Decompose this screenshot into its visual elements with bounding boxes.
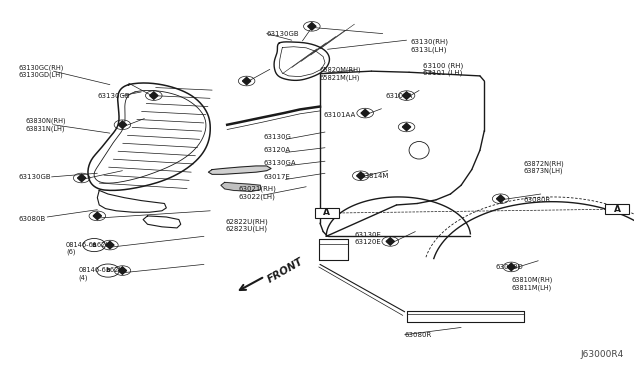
Text: 63101AA: 63101AA	[323, 112, 355, 118]
Text: 63814M: 63814M	[361, 173, 389, 179]
Text: 63130GB: 63130GB	[97, 93, 130, 99]
Bar	[605, 204, 629, 214]
Text: 63130GB: 63130GB	[19, 174, 52, 180]
Text: 62822U(RH)
62823U(LH): 62822U(RH) 62823U(LH)	[226, 218, 269, 232]
Text: 63130GB: 63130GB	[267, 31, 300, 36]
Text: B: B	[92, 243, 97, 247]
Polygon shape	[118, 267, 127, 274]
Text: 63100 (RH)
63101 (LH): 63100 (RH) 63101 (LH)	[424, 62, 464, 76]
Polygon shape	[356, 172, 365, 180]
Text: 63130(RH)
6313L(LH): 63130(RH) 6313L(LH)	[411, 39, 449, 53]
Text: 63130GC(RH)
63130GD(LH): 63130GC(RH) 63130GD(LH)	[19, 64, 64, 78]
Text: 63080B: 63080B	[19, 216, 46, 222]
Text: 63130E
63120E: 63130E 63120E	[355, 232, 381, 246]
Polygon shape	[308, 23, 316, 30]
Polygon shape	[106, 241, 114, 249]
Text: 63070D: 63070D	[495, 264, 524, 270]
Polygon shape	[497, 195, 505, 202]
Text: 63872N(RH)
63873N(LH): 63872N(RH) 63873N(LH)	[524, 160, 564, 174]
Polygon shape	[361, 109, 369, 117]
Text: A: A	[614, 205, 621, 214]
Polygon shape	[507, 263, 515, 271]
Text: 63080R: 63080R	[524, 197, 551, 203]
Polygon shape	[403, 123, 411, 131]
Text: 63810M(RH)
63811M(LH): 63810M(RH) 63811M(LH)	[511, 277, 553, 291]
Polygon shape	[403, 92, 411, 99]
Text: 63021(RH)
63022(LH): 63021(RH) 63022(LH)	[239, 186, 276, 199]
Polygon shape	[209, 166, 271, 174]
Polygon shape	[221, 182, 260, 192]
Text: 08146-6162H
(6): 08146-6162H (6)	[66, 242, 111, 256]
Polygon shape	[93, 212, 102, 219]
Polygon shape	[150, 92, 158, 99]
Text: A: A	[323, 208, 330, 218]
Bar	[315, 208, 339, 218]
Polygon shape	[243, 77, 251, 85]
Text: 65820M(RH)
65821M(LH): 65820M(RH) 65821M(LH)	[320, 67, 362, 81]
Text: 63120A: 63120A	[264, 147, 291, 153]
Polygon shape	[77, 174, 86, 182]
Text: 63830N(RH)
63831N(LH): 63830N(RH) 63831N(LH)	[25, 118, 66, 132]
Polygon shape	[118, 121, 127, 128]
Text: B: B	[106, 268, 111, 273]
Text: 63017E: 63017E	[264, 174, 291, 180]
Text: FRONT: FRONT	[266, 256, 305, 284]
Text: 63130GA: 63130GA	[264, 160, 296, 166]
Text: 63080R: 63080R	[404, 332, 432, 338]
Text: 08146-6162H
(4): 08146-6162H (4)	[79, 267, 124, 281]
Text: 63101A: 63101A	[386, 93, 413, 99]
Text: J63000R4: J63000R4	[581, 350, 624, 359]
Text: 63130G: 63130G	[264, 134, 291, 140]
Polygon shape	[386, 238, 394, 245]
